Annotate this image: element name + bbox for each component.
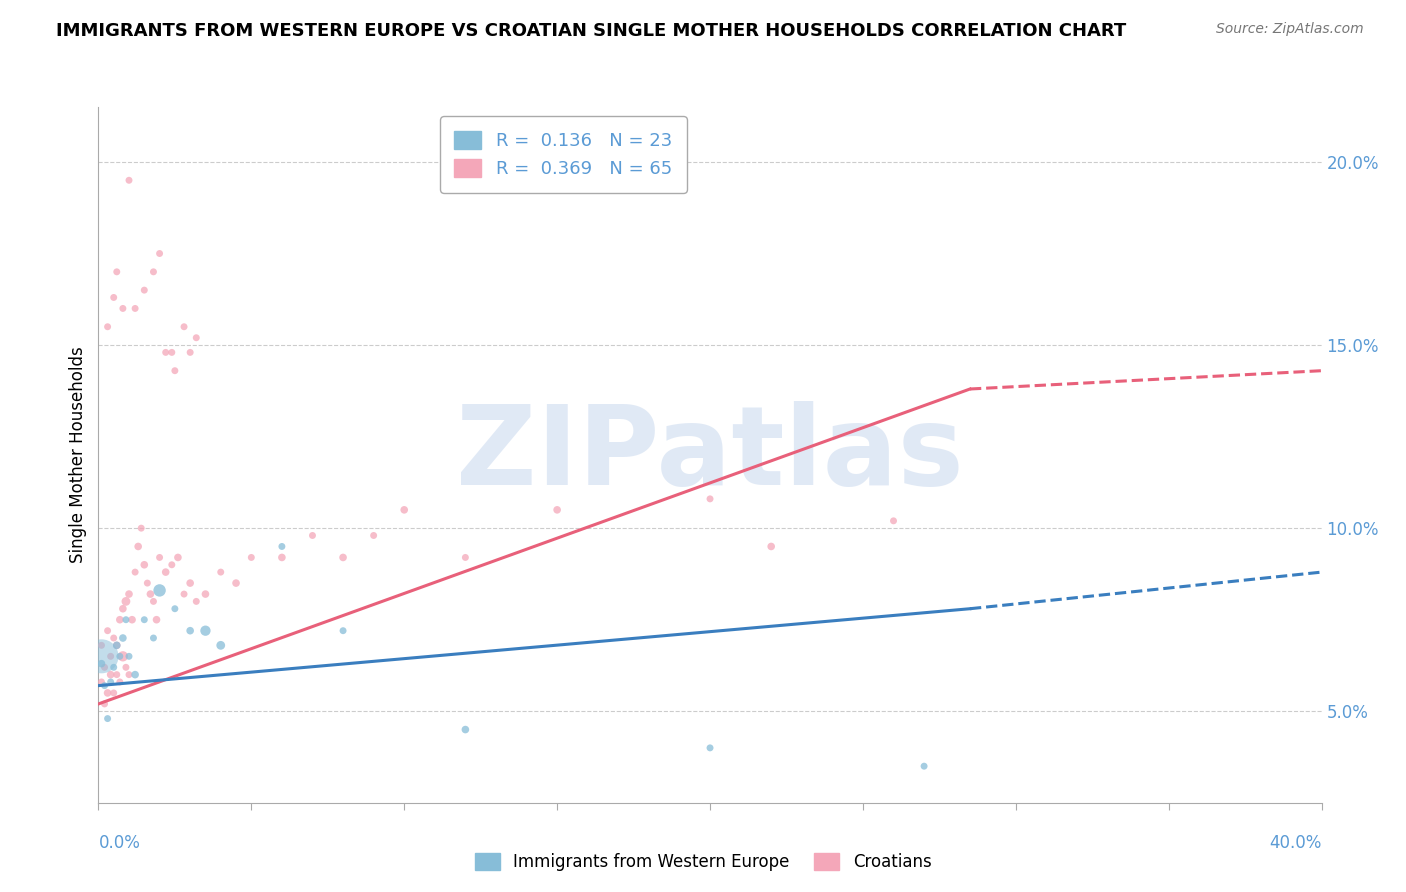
Point	[145, 613, 167, 627]
Point	[124, 301, 146, 316]
Point	[108, 649, 131, 664]
Legend: R =  0.136   N = 23, R =  0.369   N = 65: R = 0.136 N = 23, R = 0.369 N = 65	[440, 116, 686, 193]
Point	[100, 667, 122, 681]
Point	[134, 283, 156, 297]
Point	[149, 583, 172, 598]
Point	[160, 345, 183, 359]
Point	[179, 576, 201, 591]
Text: IMMIGRANTS FROM WESTERN EUROPE VS CROATIAN SINGLE MOTHER HOUSEHOLDS CORRELATION : IMMIGRANTS FROM WESTERN EUROPE VS CROATI…	[56, 22, 1126, 40]
Point	[108, 613, 131, 627]
Point	[699, 740, 721, 755]
Point	[155, 565, 177, 579]
Point	[142, 594, 165, 608]
Point	[155, 345, 177, 359]
Point	[149, 246, 172, 260]
Point	[163, 601, 186, 615]
Point	[142, 631, 165, 645]
Point	[332, 624, 354, 638]
Point	[90, 657, 112, 671]
Point	[759, 540, 782, 554]
Point	[209, 638, 232, 652]
Point	[363, 528, 385, 542]
Point	[118, 667, 141, 681]
Point	[90, 649, 112, 664]
Point	[97, 686, 120, 700]
Point	[90, 675, 112, 690]
Point	[186, 594, 208, 608]
Point	[111, 301, 134, 316]
Point	[225, 576, 247, 591]
Point	[142, 265, 165, 279]
Text: ZIPatlas: ZIPatlas	[456, 401, 965, 508]
Legend: Immigrants from Western Europe, Croatians: Immigrants from Western Europe, Croatian…	[467, 845, 939, 880]
Point	[194, 624, 217, 638]
Point	[115, 613, 138, 627]
Point	[108, 675, 131, 690]
Point	[93, 660, 115, 674]
Point	[240, 550, 263, 565]
Point	[129, 521, 152, 535]
Point	[103, 660, 125, 674]
Point	[332, 550, 354, 565]
Text: 0.0%: 0.0%	[98, 834, 141, 852]
Text: 40.0%: 40.0%	[1270, 834, 1322, 852]
Point	[105, 667, 128, 681]
Point	[699, 491, 721, 506]
Point	[90, 638, 112, 652]
Point	[118, 649, 141, 664]
Point	[97, 624, 120, 638]
Point	[127, 540, 149, 554]
Point	[160, 558, 183, 572]
Point	[124, 565, 146, 579]
Point	[167, 550, 190, 565]
Point	[115, 660, 138, 674]
Point	[912, 759, 935, 773]
Point	[209, 565, 232, 579]
Point	[173, 319, 195, 334]
Point	[179, 624, 201, 638]
Point	[103, 686, 125, 700]
Point	[111, 631, 134, 645]
Point	[454, 550, 477, 565]
Point	[105, 265, 128, 279]
Point	[118, 587, 141, 601]
Point	[97, 319, 120, 334]
Point	[115, 594, 138, 608]
Point	[121, 613, 143, 627]
Point	[136, 576, 159, 591]
Point	[103, 290, 125, 304]
Y-axis label: Single Mother Households: Single Mother Households	[69, 347, 87, 563]
Point	[97, 712, 120, 726]
Point	[270, 550, 292, 565]
Point	[111, 601, 134, 615]
Point	[103, 631, 125, 645]
Point	[163, 364, 186, 378]
Point	[194, 587, 217, 601]
Point	[134, 613, 156, 627]
Point	[134, 558, 156, 572]
Point	[173, 587, 195, 601]
Point	[179, 345, 201, 359]
Point	[100, 649, 122, 664]
Text: Source: ZipAtlas.com: Source: ZipAtlas.com	[1216, 22, 1364, 37]
Point	[93, 697, 115, 711]
Point	[392, 503, 416, 517]
Point	[105, 638, 128, 652]
Point	[186, 331, 208, 345]
Point	[883, 514, 905, 528]
Point	[111, 649, 134, 664]
Point	[546, 503, 568, 517]
Point	[149, 550, 172, 565]
Point	[100, 675, 122, 690]
Point	[454, 723, 477, 737]
Point	[105, 638, 128, 652]
Point	[93, 679, 115, 693]
Point	[118, 173, 141, 187]
Point	[139, 587, 162, 601]
Point	[270, 540, 292, 554]
Point	[301, 528, 323, 542]
Point	[124, 667, 146, 681]
